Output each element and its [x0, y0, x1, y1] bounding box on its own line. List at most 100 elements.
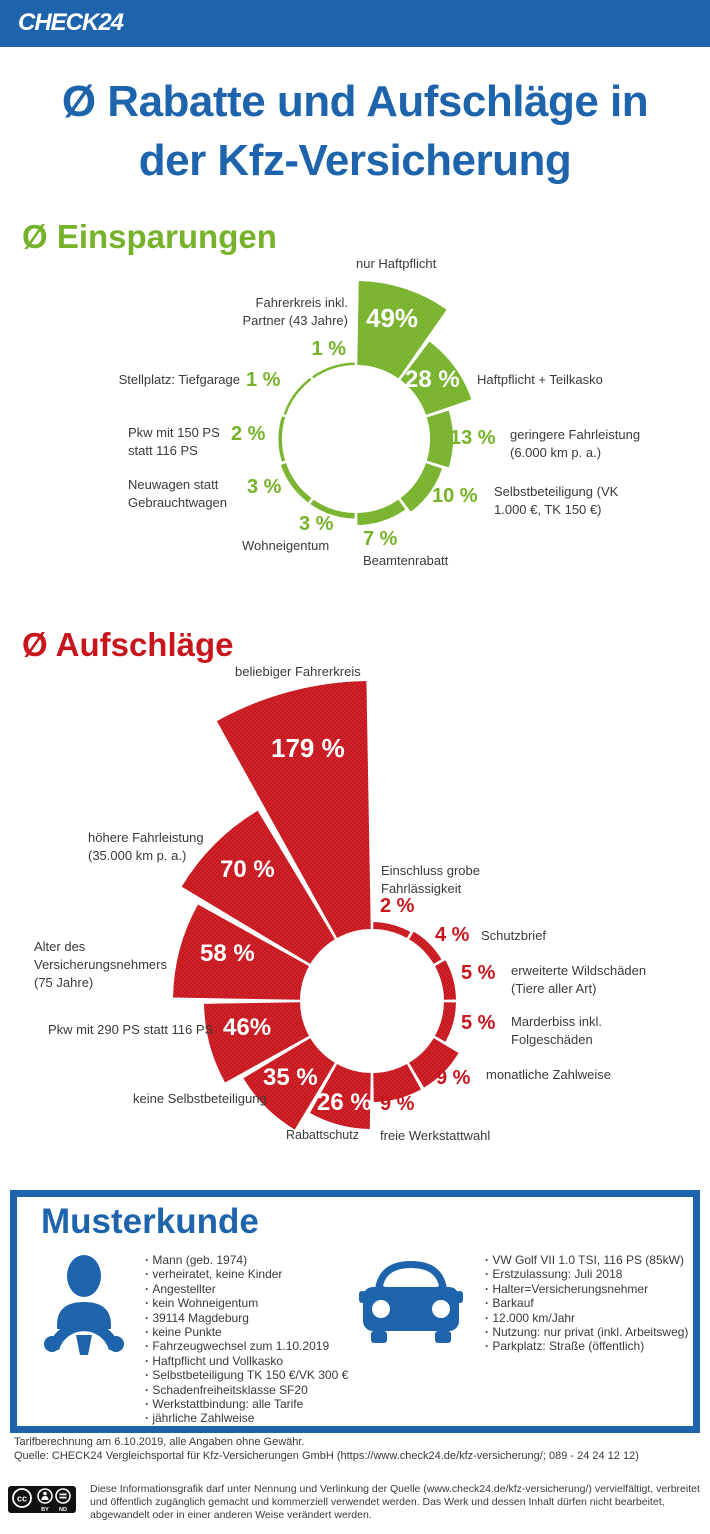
einsparungen-wedge-7	[278, 416, 286, 462]
aufschlaege-wedge-3	[434, 1002, 456, 1042]
footer-line2: Quelle: CHECK24 Vergleichsportal für Kfz…	[14, 1449, 639, 1462]
einsparungen-value-neuwagen: 3 %	[247, 476, 282, 498]
list-item: 39114 Magdeburg	[145, 1311, 370, 1325]
surcharges-heading: Ø Aufschläge	[22, 626, 234, 663]
einsparungen-value-teilkasko: 28 %	[405, 366, 460, 393]
aufschlaege-label-rabattschutz: Rabattschutz	[286, 1128, 359, 1142]
list-item: Angestellter	[145, 1282, 370, 1296]
aufschlaege-value-schutzbrief: 4 %	[435, 924, 470, 946]
list-item: Erstzulassung: Juli 2018	[485, 1267, 690, 1281]
musterkunde-heading: Musterkunde	[41, 1202, 259, 1241]
person-list: Mann (geb. 1974)verheiratet, keine Kinde…	[145, 1253, 370, 1426]
list-item: Halter=Versicherungsnehmer	[485, 1282, 690, 1296]
aufschlaege-label-werkstattwahl: freie Werkstattwahl	[380, 1128, 491, 1143]
list-item: kein Wohneigentum	[145, 1296, 370, 1310]
list-item: VW Golf VII 1.0 TSI, 116 PS (85kW)	[485, 1253, 690, 1267]
einsparungen-label-teilkasko: Haftpflicht + Teilkasko	[477, 372, 603, 387]
einsparungen-value-selbstbeteiligung: 10 %	[432, 485, 478, 507]
aufschlaege-label-fahrerkreis: beliebiger Fahrerkreis	[235, 664, 361, 679]
logo-smile-icon	[90, 45, 114, 56]
einsparungen-label-neuwagen: Neuwagen statt Gebrauchtwagen	[128, 477, 228, 510]
aufschlaege-label-marderbiss: Marderbiss inkl. Folgeschäden	[511, 1014, 603, 1047]
cc-by-text: BY	[41, 1507, 49, 1513]
aufschlaege-value-rabattschutz: 26 %	[317, 1089, 372, 1116]
list-item: Schadenfreiheitsklasse SF20	[145, 1383, 370, 1397]
aufschlaege-value-werkstattwahl: 9 %	[380, 1093, 415, 1115]
einsparungen-label-wohneigentum: Wohneigentum	[242, 538, 330, 553]
einsparungen-value-fahrerkreis: 1 %	[311, 338, 346, 360]
aufschlaege-value-zahlweise: 9 %	[436, 1067, 471, 1089]
aufschlaege-label-alter: Alter des Versicherungsnehmers (75 Jahre…	[34, 939, 167, 990]
einsparungen-value-pkw150: 2 %	[231, 423, 266, 445]
musterkunde-box: Musterkunde Mann (geb. 1974)verheiratet,…	[10, 1190, 700, 1433]
aufschlaege-value-fahrlaessigkeit: 2 %	[380, 895, 415, 917]
einsparungen-label-fahrleistung: geringere Fahrleistung (6.000 km p. a.)	[510, 427, 641, 460]
list-item: Werkstattbindung: alle Tarife	[145, 1397, 370, 1411]
aufschlaege-value-hoehere-fahrleistung: 70 %	[220, 856, 275, 883]
list-item: Nutzung: nur privat (inkl. Arbeitsweg)	[485, 1325, 690, 1339]
aufschlaege-wedge-texture-0	[373, 922, 411, 939]
list-item: Parkplatz: Straße (öffentlich)	[485, 1339, 690, 1353]
footer-line1: Tarifberechnung am 6.10.2019, alle Angab…	[14, 1436, 305, 1448]
cc-by-nd-badge: cc BY ND	[8, 1486, 76, 1513]
einsparungen-wedge-6	[280, 463, 312, 503]
aufschlaege-value-keine-sb: 35 %	[263, 1064, 318, 1091]
svg-text:cc: cc	[17, 1494, 27, 1504]
aufschlaege-label-wildschaeden: erweiterte Wildschäden (Tiere aller Art)	[511, 963, 647, 996]
einsparungen-value-nur-haftpflicht: 49%	[366, 303, 419, 333]
page-title-line1: Ø Rabatte und Aufschläge in	[61, 77, 649, 126]
page-title: Ø Rabatte und Aufschläge in der Kfz-Vers…	[0, 72, 710, 190]
list-item: 12.000 km/Jahr	[485, 1311, 690, 1325]
list-item: Haftpflicht und Vollkasko	[145, 1354, 370, 1368]
einsparungen-value-wohneigentum: 3 %	[299, 513, 334, 535]
footer-note: Tarifberechnung am 6.10.2019, alle Angab…	[14, 1436, 639, 1463]
einsparungen-value-tiefgarage: 1 %	[246, 369, 281, 391]
list-item: Selbstbeteiligung TK 150 €/VK 300 €	[145, 1368, 370, 1382]
aufschlaege-value-marderbiss: 5 %	[461, 1012, 496, 1034]
list-item: keine Punkte	[145, 1325, 370, 1339]
aufschlaege-value-fahrerkreis: 179 %	[271, 733, 345, 763]
aufschlaege-wedge-0	[373, 922, 411, 939]
list-item: jährliche Zahlweise	[145, 1411, 370, 1425]
aufschlaege-label-hoehere-fahrleistung: höhere Fahrleistung (35.000 km p. a.)	[88, 830, 204, 863]
einsparungen-label-pkw150: Pkw mit 150 PS statt 116 PS	[128, 425, 220, 458]
einsparungen-label-selbstbeteiligung: Selbstbeteiligung (VK 1.000 €, TK 150 €)	[494, 484, 619, 517]
einsparungen-wedge-texture-4	[357, 499, 406, 525]
header-bar: CHECK24	[0, 0, 710, 56]
aufschlaege-wedge-texture-3	[434, 1002, 456, 1042]
aufschlaege-wedge-2	[434, 960, 456, 1000]
cc-nd-text: ND	[59, 1507, 67, 1513]
einsparungen-label-tiefgarage: Stellplatz: Tiefgarage	[118, 372, 240, 387]
einsparungen-wedge-texture-7	[278, 416, 286, 462]
einsparungen-wedge-9	[312, 362, 355, 379]
aufschlaege-label-keine-sb: keine Selbstbeteiligung	[133, 1091, 267, 1106]
aufschlaege-wedge-texture-2	[434, 960, 456, 1000]
einsparungen-value-beamtenrabatt: 7 %	[363, 528, 398, 550]
einsparungen-wedge-texture-9	[312, 362, 355, 379]
einsparungen-label-beamtenrabatt: Beamtenrabatt	[363, 553, 449, 568]
vehicle-list: VW Golf VII 1.0 TSI, 116 PS (85kW)Erstzu…	[485, 1253, 690, 1354]
check24-logo: CHECK24	[18, 9, 124, 56]
einsparungen-wedge-texture-8	[283, 377, 312, 415]
einsparungen-wedge-texture-6	[280, 463, 312, 503]
einsparungen-wedge-4	[357, 499, 406, 525]
driver-icon	[44, 1255, 124, 1355]
einsparungen-label-fahrerkreis: Fahrerkreis inkl. Partner (43 Jahre)	[242, 295, 349, 328]
car-icon	[359, 1261, 463, 1343]
savings-heading: Ø Einsparungen	[22, 218, 277, 255]
aufschlaege-label-schutzbrief: Schutzbrief	[481, 928, 547, 943]
license-text: Diese Informationsgrafik darf unter Nenn…	[90, 1483, 700, 1521]
aufschlaege-value-wildschaeden: 5 %	[461, 962, 496, 984]
aufschlaege-value-pkw290: 46%	[223, 1014, 272, 1041]
check24-logo-text: CHECK24	[18, 9, 124, 36]
aufschlaege-label-fahrlaessigkeit: Einschluss grobe Fahrlässigkeit	[381, 863, 480, 896]
einsparungen-wedge-8	[283, 377, 312, 415]
einsparungen-value-fahrleistung: 13 %	[450, 427, 496, 449]
aufschlaege-label-pkw290: Pkw mit 290 PS statt 116 PS	[48, 1022, 214, 1037]
list-item: Mann (geb. 1974)	[145, 1253, 370, 1267]
list-item: Barkauf	[485, 1296, 690, 1310]
aufschlaege-label-zahlweise: monatliche Zahlweise	[486, 1067, 612, 1082]
einsparungen-label-nur-haftpflicht: nur Haftpflicht	[356, 256, 437, 271]
aufschlaege-value-alter: 58 %	[200, 940, 255, 967]
